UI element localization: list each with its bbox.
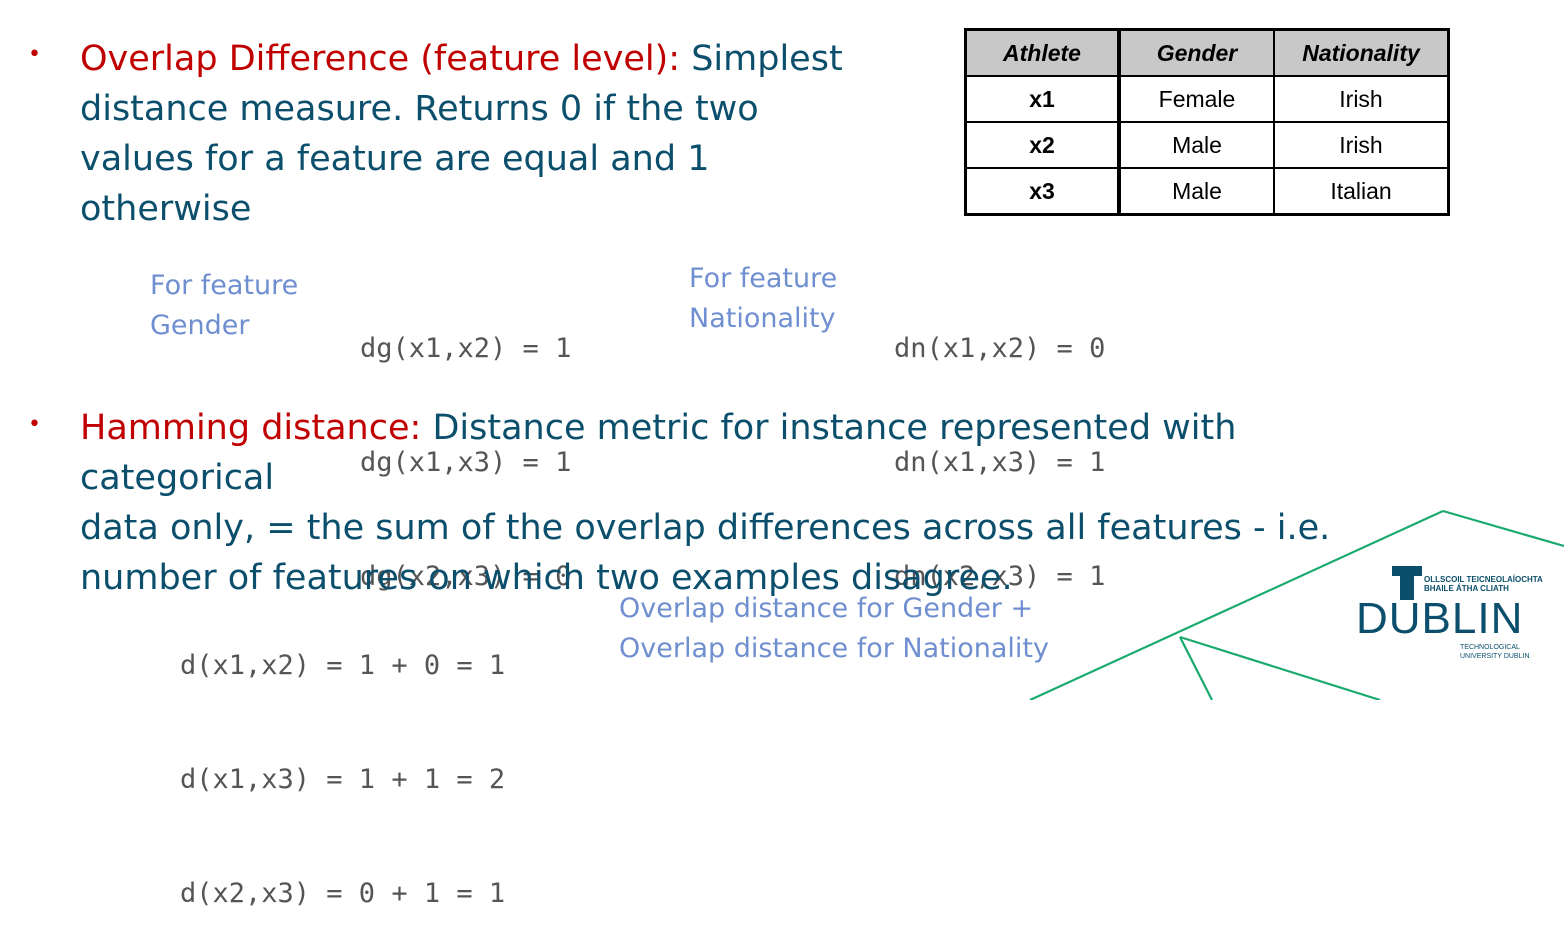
logo-irish-line-1: OLLSCOIL TEICNEOLAÍOCHTA	[1424, 575, 1543, 584]
cell-gender: Male	[1118, 167, 1275, 216]
hamming-line-2: data only, = the sum of the overlap diff…	[80, 508, 1331, 548]
overlap-line-2: distance measure. Returns 0 if the two	[80, 89, 759, 129]
gender-formula: dg(x1,x2) = 1	[360, 333, 572, 364]
logo-english-line-1: TECHNOLOGICAL	[1460, 644, 1520, 651]
cell-athlete: x1	[964, 75, 1121, 123]
nationality-formula: dn(x1,x2) = 0	[894, 333, 1106, 364]
cell-athlete: x2	[964, 121, 1121, 169]
table-row: x3 Male Italian	[964, 167, 1450, 216]
gender-formulas: dg(x1,x2) = 1 dg(x1,x3) = 1 dg(x2,x3) = …	[360, 254, 571, 634]
nationality-formula: dn(x2,x3) = 1	[894, 561, 1106, 592]
overlap-line-1: Overlap Difference (feature level): Simp…	[80, 34, 860, 84]
gender-label-line-1: For feature	[150, 270, 299, 301]
overlap-text: Simplest	[680, 39, 843, 79]
col-header-gender: Gender	[1118, 28, 1275, 77]
overlap-line-4: otherwise	[80, 189, 252, 229]
athlete-table: Athlete Gender Nationality x1 Female Iri…	[964, 28, 1450, 216]
nationality-formula: dn(x1,x3) = 1	[894, 447, 1106, 478]
cell-gender: Female	[1118, 75, 1275, 123]
nationality-label-line-2: Nationality	[689, 303, 836, 334]
gender-label-line-2: Gender	[150, 310, 250, 341]
hamming-text: Distance metric for instance represented…	[80, 408, 1237, 498]
overlap-paragraph: Overlap Difference (feature level): Simp…	[80, 34, 860, 234]
table-header-row: Athlete Gender Nationality	[964, 28, 1450, 77]
hamming-line-3: number of features on which two examples…	[80, 558, 1013, 598]
hamming-formulas: d(x1,x2) = 1 + 0 = 1 d(x1,x3) = 1 + 1 = …	[180, 571, 505, 951]
logo-wordmark: DUBLIN	[1356, 594, 1524, 643]
bullet-hamming: •	[28, 412, 41, 437]
cell-gender: Male	[1118, 121, 1275, 169]
cell-nationality: Irish	[1273, 75, 1450, 123]
overlap-line-3: values for a feature are equal and 1	[80, 139, 710, 179]
cell-athlete: x3	[964, 167, 1121, 216]
nationality-label-line-1: For feature	[689, 263, 838, 294]
gender-formula: dg(x1,x3) = 1	[360, 447, 572, 478]
bullet-overlap: •	[28, 42, 41, 67]
nationality-formulas: dn(x1,x2) = 0 dn(x1,x3) = 1 dn(x2,x3) = …	[894, 254, 1105, 634]
tu-dublin-logo: OLLSCOIL TEICNEOLAÍOCHTA BHAILE ÁTHA CLI…	[1356, 566, 1543, 666]
gender-formula: dg(x2,x3) = 0	[360, 561, 572, 592]
col-header-athlete: Athlete	[964, 28, 1121, 77]
hamming-line-1: Hamming distance: Distance metric for in…	[80, 403, 1430, 503]
logo-irish-line-2: BHAILE ÁTHA CLIATH	[1424, 584, 1509, 593]
hamming-term: Hamming distance:	[80, 408, 422, 448]
logo-t-stem	[1400, 566, 1414, 600]
hamming-note-line-1: Overlap distance for Gender +	[619, 593, 1034, 624]
hamming-paragraph: Hamming distance: Distance metric for in…	[80, 403, 1430, 603]
table-row: x1 Female Irish	[964, 75, 1450, 123]
col-header-nationality: Nationality	[1273, 28, 1450, 77]
nationality-label: For feature Nationality	[689, 259, 837, 339]
overlap-term: Overlap Difference (feature level):	[80, 39, 681, 79]
table-row: x2 Male Irish	[964, 121, 1450, 169]
decorative-lines	[1029, 509, 1564, 700]
hamming-formula: d(x2,x3) = 0 + 1 = 1	[180, 878, 506, 909]
cell-nationality: Irish	[1273, 121, 1450, 169]
logo-english-line-2: UNIVERSITY DUBLIN	[1460, 653, 1530, 660]
hamming-formula: d(x1,x2) = 1 + 0 = 1	[180, 650, 506, 681]
gender-label: For feature Gender	[150, 266, 298, 346]
hamming-note: Overlap distance for Gender + Overlap di…	[619, 589, 1049, 669]
cell-nationality: Italian	[1273, 167, 1450, 216]
hamming-formula: d(x1,x3) = 1 + 1 = 2	[180, 764, 506, 795]
hamming-note-line-2: Overlap distance for Nationality	[619, 633, 1049, 664]
